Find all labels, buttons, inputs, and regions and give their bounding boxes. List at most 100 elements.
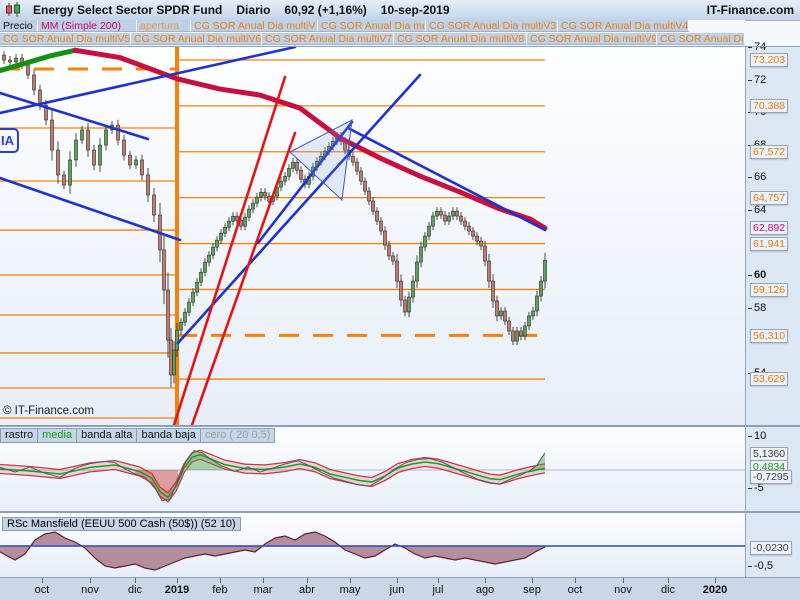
rsc-area-fill: [0, 532, 545, 570]
brand-watermark: IT-Finance.com: [706, 3, 794, 17]
axis-flag--0,7295: -0,7295: [750, 470, 792, 484]
trend-line-3: [176, 73, 422, 345]
last-quote: 60,92 (+1,16%): [284, 3, 367, 17]
banda-alta-line: [0, 449, 546, 494]
left-axis-tag-label: IA: [1, 133, 14, 148]
time-tick: [263, 578, 264, 583]
legend-item-row2-3[interactable]: CG SOR Anual Dia multiV8: [394, 33, 527, 45]
axis-tick-66: 66: [748, 171, 766, 183]
legend-item-row1-4[interactable]: CG SOR Anual Dia multiV2: [318, 20, 426, 32]
time-tick: [715, 578, 716, 583]
legend-item-row1-1[interactable]: MM (Simple 200): [38, 20, 137, 32]
time-label-2020: 2020: [702, 584, 728, 596]
title-bar: Energy Select Sector SPDR Fund Diario 60…: [0, 0, 800, 21]
axis-flag-53,629: 53,629: [750, 372, 789, 386]
legend-item-row2-4[interactable]: CG SOR Anual Dia multiV9: [527, 33, 657, 45]
axis-flag-5,1360: 5,1360: [750, 447, 789, 461]
rsc-line: [0, 531, 546, 571]
time-tick: [220, 578, 221, 583]
oscillator-legend-item-3[interactable]: banda baja: [137, 428, 201, 443]
price-axis[interactable]: 74727068666460585410-5-0,573,20370,38867…: [745, 41, 800, 577]
legend-item-row1-6[interactable]: CG SOR Anual Dia multiV4: [558, 20, 689, 32]
time-label-oct: oct: [34, 584, 50, 596]
trend-line-7: [190, 131, 297, 427]
time-tick: [623, 578, 624, 583]
time-axis[interactable]: oct nov dic 2019 feb mar abr may jun jul ago sep oct…: [0, 577, 800, 600]
time-label-jul: jul: [432, 584, 444, 596]
time-tick: [397, 578, 398, 583]
time-label-mar: mar: [253, 584, 273, 596]
oscillator-legend-item-1[interactable]: media: [38, 428, 78, 443]
time-tick: [135, 578, 136, 583]
axis-tick-60: 60: [748, 269, 766, 281]
legend-item-row2-1[interactable]: CG SOR Anual Dia multiV6: [131, 33, 262, 45]
timeframe-label: Diario: [236, 3, 271, 17]
time-tick: [350, 578, 351, 583]
rsc-mansfield-header: RSc Mansfield (EEUU 500 Cash (50$)) (52 …: [2, 514, 241, 532]
time-label-nov: nov: [81, 584, 99, 596]
axis-tick-74: 74: [748, 41, 766, 53]
axis-tick-72: 72: [748, 74, 766, 86]
oscillator-legend: rastro media banda alta banda baja cero ( 20…: [0, 428, 276, 443]
oscillator-legend-item-2[interactable]: banda alta: [77, 428, 138, 443]
time-label-jun: jun: [389, 584, 405, 596]
axis-flag--0,0230: -0,0230: [750, 541, 792, 555]
axis-flag-61,941: 61,941: [750, 237, 789, 251]
left-axis-tag[interactable]: IA: [0, 128, 19, 153]
axis-tick-10: 10: [748, 430, 766, 442]
axis-tick-58: 58: [748, 302, 766, 314]
rastro-line: [0, 450, 546, 502]
time-label-feb: feb: [212, 584, 228, 596]
time-tick: [307, 578, 308, 583]
axis-tick-64: 64: [748, 204, 766, 216]
pane-divider-2[interactable]: [0, 511, 800, 513]
indicator-legend-row-1: Precio MM (Simple 200) apertura CG SOR Anua…: [0, 20, 745, 33]
time-tick: [90, 578, 91, 583]
band-fill: [0, 450, 545, 502]
axis-flag-64,757: 64,757: [750, 191, 789, 205]
oscillator-legend-item-0[interactable]: rastro: [0, 428, 39, 443]
rsc-mansfield-label[interactable]: RSc Mansfield (EEUU 500 Cash (50$)) (52 …: [2, 517, 241, 531]
trend-line-1: [0, 176, 182, 242]
media-line: [0, 453, 546, 499]
copyright-watermark: © IT-Finance.com: [3, 405, 94, 417]
trend-line-2: [0, 45, 297, 115]
time-tick: [575, 578, 576, 583]
time-tick: [42, 578, 43, 583]
time-label-dic: dic: [127, 584, 143, 596]
main-pane: [0, 47, 745, 425]
time-tick: [485, 578, 486, 583]
pennant-pattern: [289, 119, 353, 202]
legend-item-row2-2[interactable]: CG SOR Anual Dia multiV7: [262, 33, 394, 45]
time-label-may: may: [339, 584, 361, 596]
instrument-title: Energy Select Sector SPDR Fund: [33, 3, 223, 17]
time-label-dic: dic: [660, 584, 676, 596]
time-label-ago: ago: [475, 584, 495, 596]
trend-line-0: [0, 91, 150, 141]
legend-item-row1-0[interactable]: Precio: [0, 20, 38, 32]
sor-levels: [0, 59, 545, 419]
legend-item-row1-5[interactable]: CG SOR Anual Dia multiV3: [426, 20, 558, 32]
time-label-sep: sep: [523, 584, 541, 596]
trend-line-4: [256, 120, 354, 245]
oscillator-end-lobe: [530, 452, 545, 471]
pane-top-border: [0, 46, 800, 47]
axis-flag-67,572: 67,572: [750, 145, 789, 159]
axis-flag-70,388: 70,388: [750, 99, 789, 113]
axis-tick--5: -5: [748, 482, 764, 494]
time-label-abr: abr: [299, 584, 315, 596]
legend-item-row2-5[interactable]: CG SOR Anual Dia: [657, 33, 745, 45]
legend-item-row2-0[interactable]: CG SOR Anual Dia multiV5: [0, 33, 131, 45]
pane-divider-1[interactable]: [0, 425, 800, 427]
legend-item-row1-3[interactable]: CG SOR Anual Dia multiV: [191, 20, 318, 32]
ma200-rising-segment: [0, 47, 78, 74]
oscillator-legend-item-4[interactable]: cero ( 20 0,5): [200, 428, 276, 443]
indicator-legend-row-2: CG SOR Anual Dia multiV5 CG SOR Anual Dia…: [0, 33, 745, 46]
time-label-nov: nov: [614, 584, 632, 596]
legend-item-row1-2[interactable]: apertura: [137, 20, 191, 32]
axis-tick--0,5: -0,5: [748, 560, 773, 572]
time-tick: [668, 578, 669, 583]
axis-flag-56,310: 56,310: [750, 329, 789, 343]
oscillator-positive-lobe: [186, 450, 222, 470]
